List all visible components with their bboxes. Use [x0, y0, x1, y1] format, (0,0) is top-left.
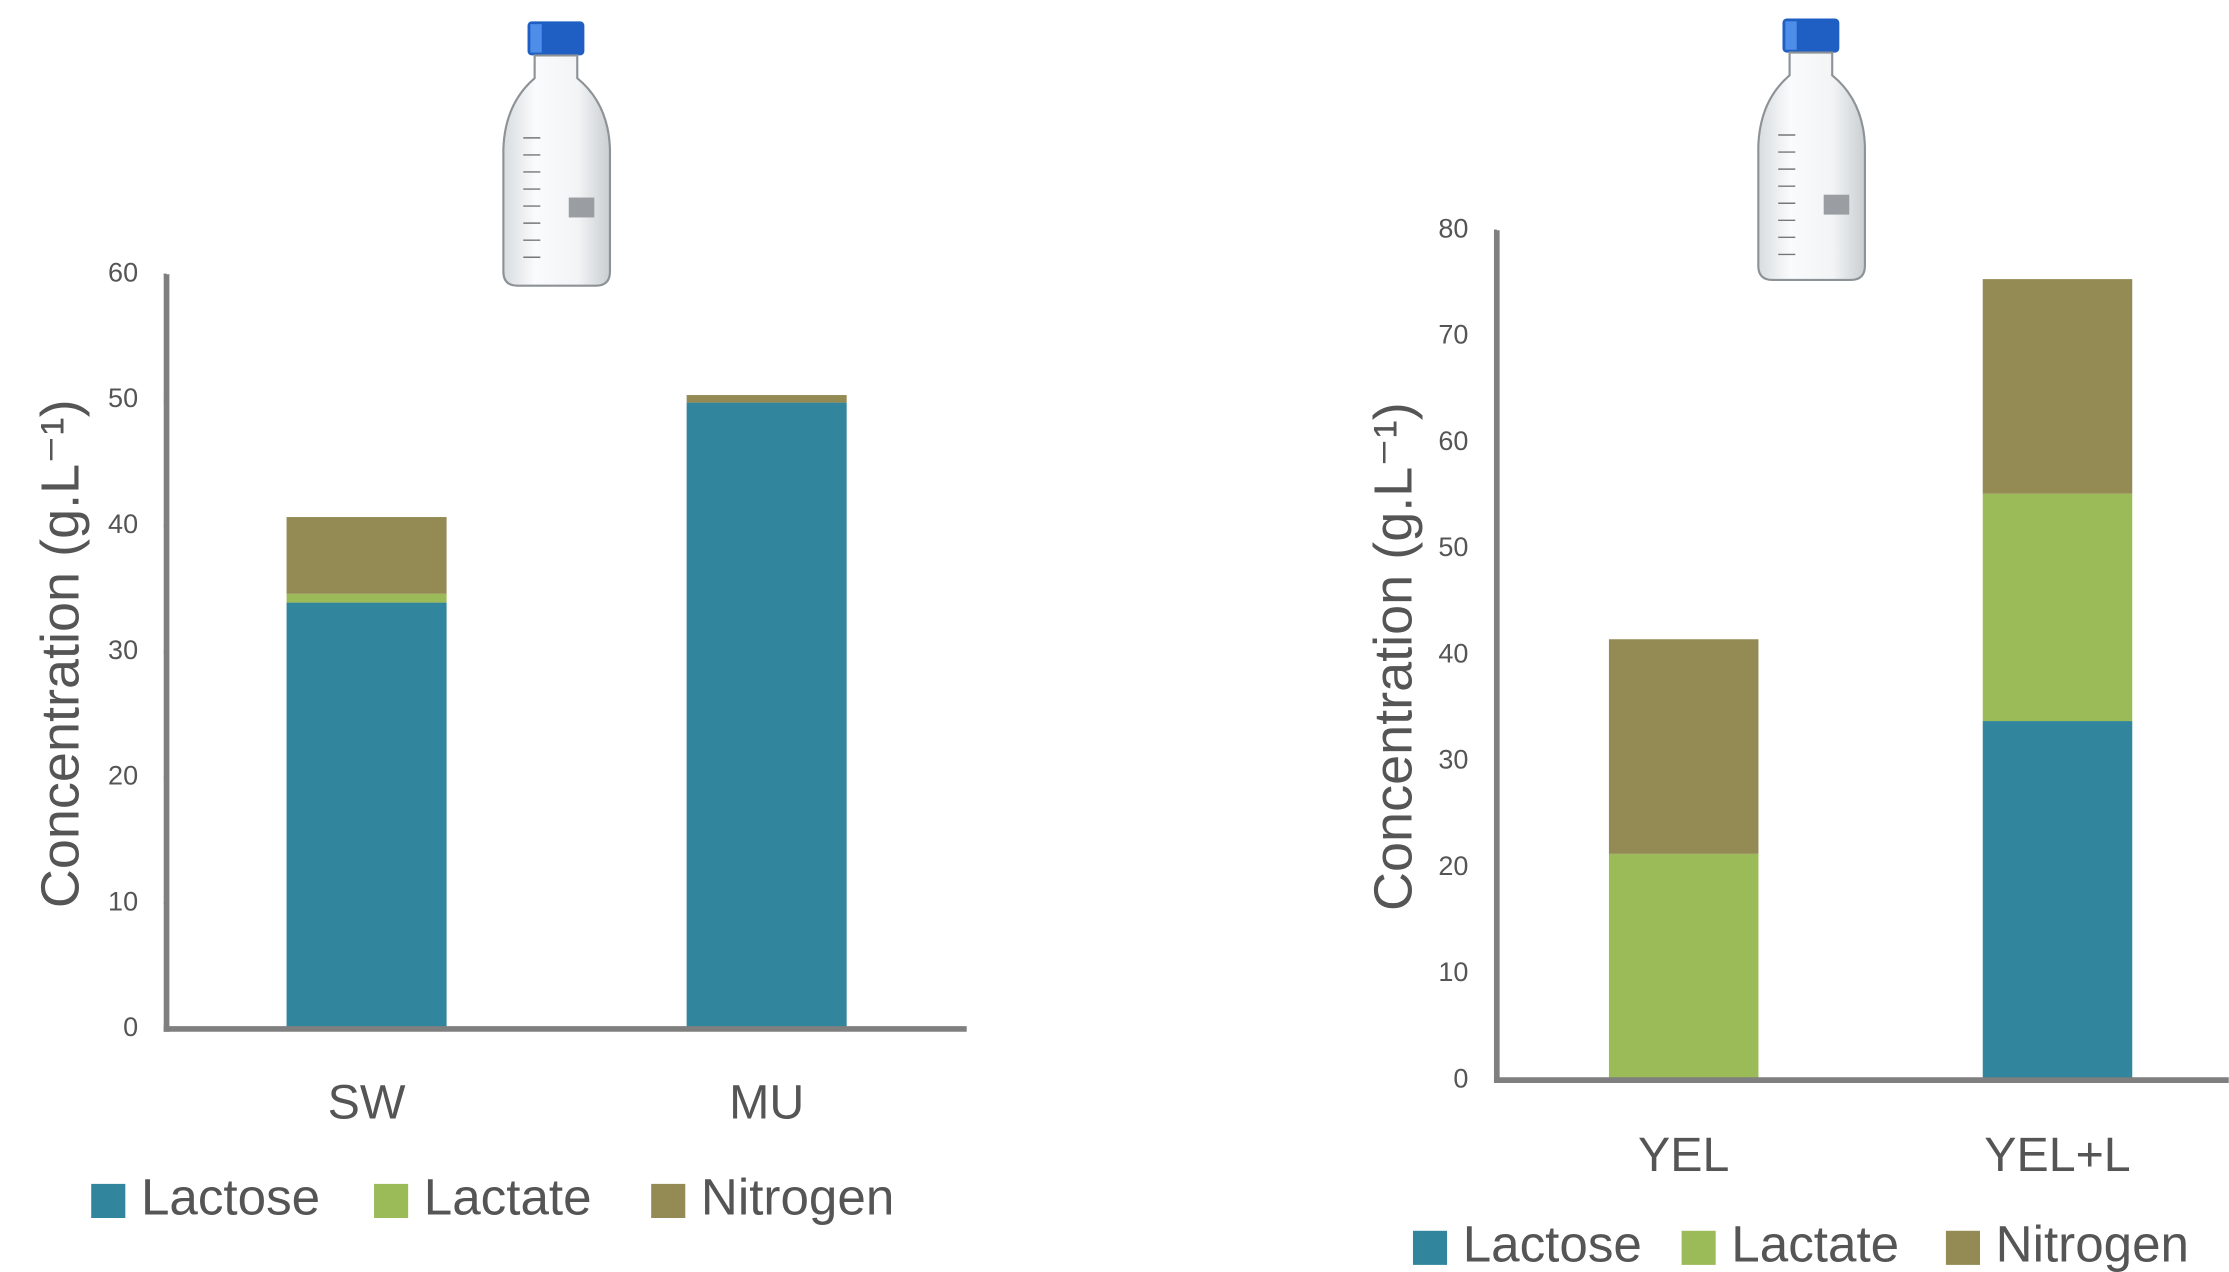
bar-segment: [1608, 639, 1759, 854]
bar-segment: [286, 602, 447, 1029]
y-tick-label: 10: [1438, 957, 1468, 987]
bar-segment: [686, 395, 847, 403]
legend-swatch: [651, 1183, 686, 1218]
bar-segment: [1982, 493, 2133, 722]
y-tick-label: 20: [108, 761, 138, 791]
x-tick-label: YEL+L: [1984, 1128, 2130, 1182]
legend-label: Nitrogen: [701, 1168, 894, 1225]
y-tick-label: 20: [1438, 851, 1468, 881]
legend-swatch: [91, 1183, 126, 1218]
y-tick-label: 40: [1438, 638, 1468, 668]
y-tick-label: 30: [108, 635, 138, 665]
y-axis-label: Concentration (g.L⁻¹): [30, 399, 90, 908]
y-axis-label: Concentration (g.L⁻¹): [1364, 402, 1424, 911]
y-tick-label: 50: [108, 383, 138, 413]
legend-label: Nitrogen: [1996, 1215, 2189, 1272]
bar-segment: [286, 517, 447, 594]
legend-swatch: [1412, 1230, 1448, 1265]
x-tick-label: MU: [729, 1075, 804, 1129]
legend-swatch: [1681, 1230, 1716, 1265]
bar-segment: [686, 402, 847, 1029]
bar-segment: [1982, 279, 2133, 494]
legend-swatch: [1945, 1230, 1981, 1265]
y-tick-label: 60: [108, 257, 138, 287]
x-tick-label: YEL: [1638, 1128, 1729, 1182]
bar-segment: [286, 593, 447, 603]
bar-segment: [1982, 721, 2133, 1081]
bottle-icon: [502, 21, 612, 287]
x-tick-label: SW: [328, 1075, 406, 1129]
y-tick-label: 10: [108, 886, 138, 916]
y-tick-label: 40: [108, 509, 138, 539]
y-tick-label: 0: [123, 1012, 138, 1042]
y-tick-label: 60: [1438, 426, 1468, 456]
y-tick-label: 80: [1438, 213, 1468, 243]
legend-label: Lactose: [141, 1168, 320, 1225]
legend-swatch: [374, 1183, 409, 1218]
y-tick-label: 50: [1438, 532, 1468, 562]
bar-segment: [1608, 853, 1759, 1081]
legend-label: Lactose: [1463, 1215, 1642, 1272]
y-tick-label: 30: [1438, 745, 1468, 775]
y-tick-label: 70: [1438, 320, 1468, 350]
legend-label: Lactate: [1731, 1215, 1899, 1272]
y-tick-label: 0: [1453, 1063, 1468, 1093]
bottle-icon: [1757, 18, 1866, 282]
legend-label: Lactate: [424, 1168, 592, 1225]
